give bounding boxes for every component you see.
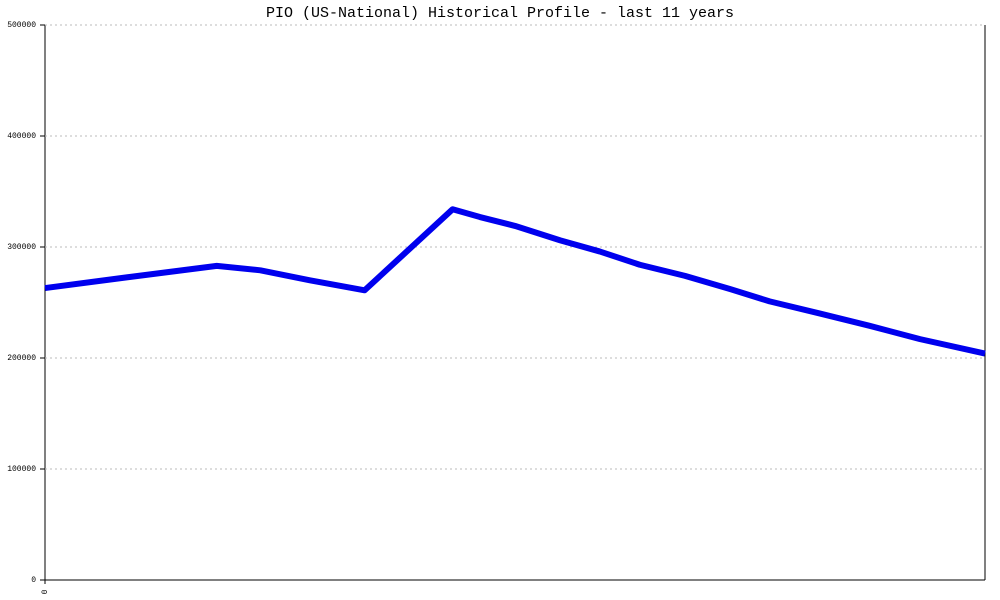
y-tick-label: 400000 [7,132,36,141]
x-tick-label: 0 [41,589,50,594]
y-tick-label: 200000 [7,354,36,363]
chart-title: PIO (US-National) Historical Profile - l… [266,5,734,22]
line-series [44,206,986,357]
y-tick-label: 500000 [7,21,36,30]
y-tick-label: 300000 [7,243,36,252]
y-tick-label: 100000 [7,465,36,474]
y-tick-label: 0 [31,576,36,585]
